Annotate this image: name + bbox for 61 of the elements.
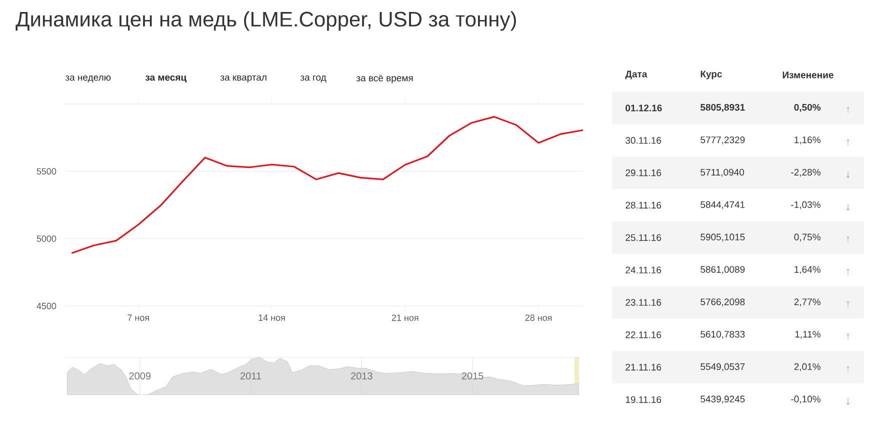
- text: 2,01%: [794, 363, 820, 372]
- text: 1,16%: [794, 136, 820, 144]
- text: ↓: [846, 398, 850, 405]
- text: 22.11.16: [626, 331, 662, 338]
- text: 2,77%: [794, 298, 820, 306]
- text: ↑: [846, 366, 850, 372]
- text: ↑: [846, 106, 850, 114]
- y-tick-label: 5500: [36, 168, 56, 175]
- text: ↑: [846, 268, 850, 276]
- text: -2,28%: [791, 168, 820, 177]
- text: 25.11.16: [626, 234, 662, 241]
- x-tick-label: 2011: [240, 372, 262, 380]
- text: ↓: [846, 172, 850, 178]
- text: 5766,2098: [700, 298, 745, 306]
- text: ↑: [846, 301, 850, 308]
- text: за всё время: [356, 74, 413, 84]
- x-tick-label: 2009: [129, 372, 151, 380]
- text: ↑: [846, 236, 850, 243]
- text: 29.11.16: [626, 169, 662, 176]
- text: 5439,9245: [700, 396, 745, 404]
- text: 5711,0940: [700, 168, 744, 177]
- text: 5549,0537: [700, 363, 745, 372]
- x-tick-label: 14 ноя: [258, 314, 285, 321]
- text: ↑: [846, 334, 850, 340]
- y-tick-label: 5000: [36, 235, 56, 242]
- text: 1,64%: [794, 266, 820, 274]
- y-tick-label: 4500: [36, 302, 56, 310]
- text: 5777,2329: [700, 136, 745, 144]
- text: 0,75%: [794, 234, 820, 242]
- text: 24.11.16: [626, 266, 662, 274]
- text: 21.11.16: [626, 364, 662, 371]
- text: 5861,0089: [700, 266, 745, 274]
- x-tick-label: 28 ноя: [525, 314, 552, 321]
- text: Курс: [700, 70, 722, 80]
- text: Изменение: [782, 72, 834, 78]
- text: 5844,4741: [700, 201, 745, 210]
- text: 30.11.16: [626, 137, 662, 144]
- text: 0,50%: [794, 104, 821, 112]
- text: за месяц: [145, 75, 186, 83]
- text: за неделю: [65, 75, 111, 83]
- text: за год: [300, 75, 326, 83]
- text: 19.11.16: [626, 396, 662, 403]
- text: ↑: [846, 139, 850, 146]
- text: 23.11.16: [626, 299, 662, 306]
- text: 5610,7833: [700, 330, 745, 339]
- text: ↓: [846, 204, 850, 210]
- line-series: [70, 116, 584, 254]
- text: 5905,1015: [700, 234, 745, 242]
- x-tick-label: 2015: [462, 372, 484, 380]
- text: -1,03%: [791, 201, 820, 210]
- text: -0,10%: [791, 396, 820, 404]
- x-tick-label: 7 ноя: [128, 314, 149, 321]
- text: 01.12.16: [626, 104, 662, 112]
- text: 5805,8931: [700, 104, 745, 112]
- text: Дата: [625, 70, 648, 80]
- text: 28.11.16: [626, 202, 662, 209]
- text: 1,11%: [795, 330, 820, 339]
- x-tick-label: 21 ноя: [392, 314, 418, 321]
- text: за квартал: [220, 75, 266, 83]
- chart-title: Динамика цен на медь (LME.Copper, USD за тонну): [16, 11, 516, 31]
- x-tick-label: 2013: [351, 372, 372, 380]
